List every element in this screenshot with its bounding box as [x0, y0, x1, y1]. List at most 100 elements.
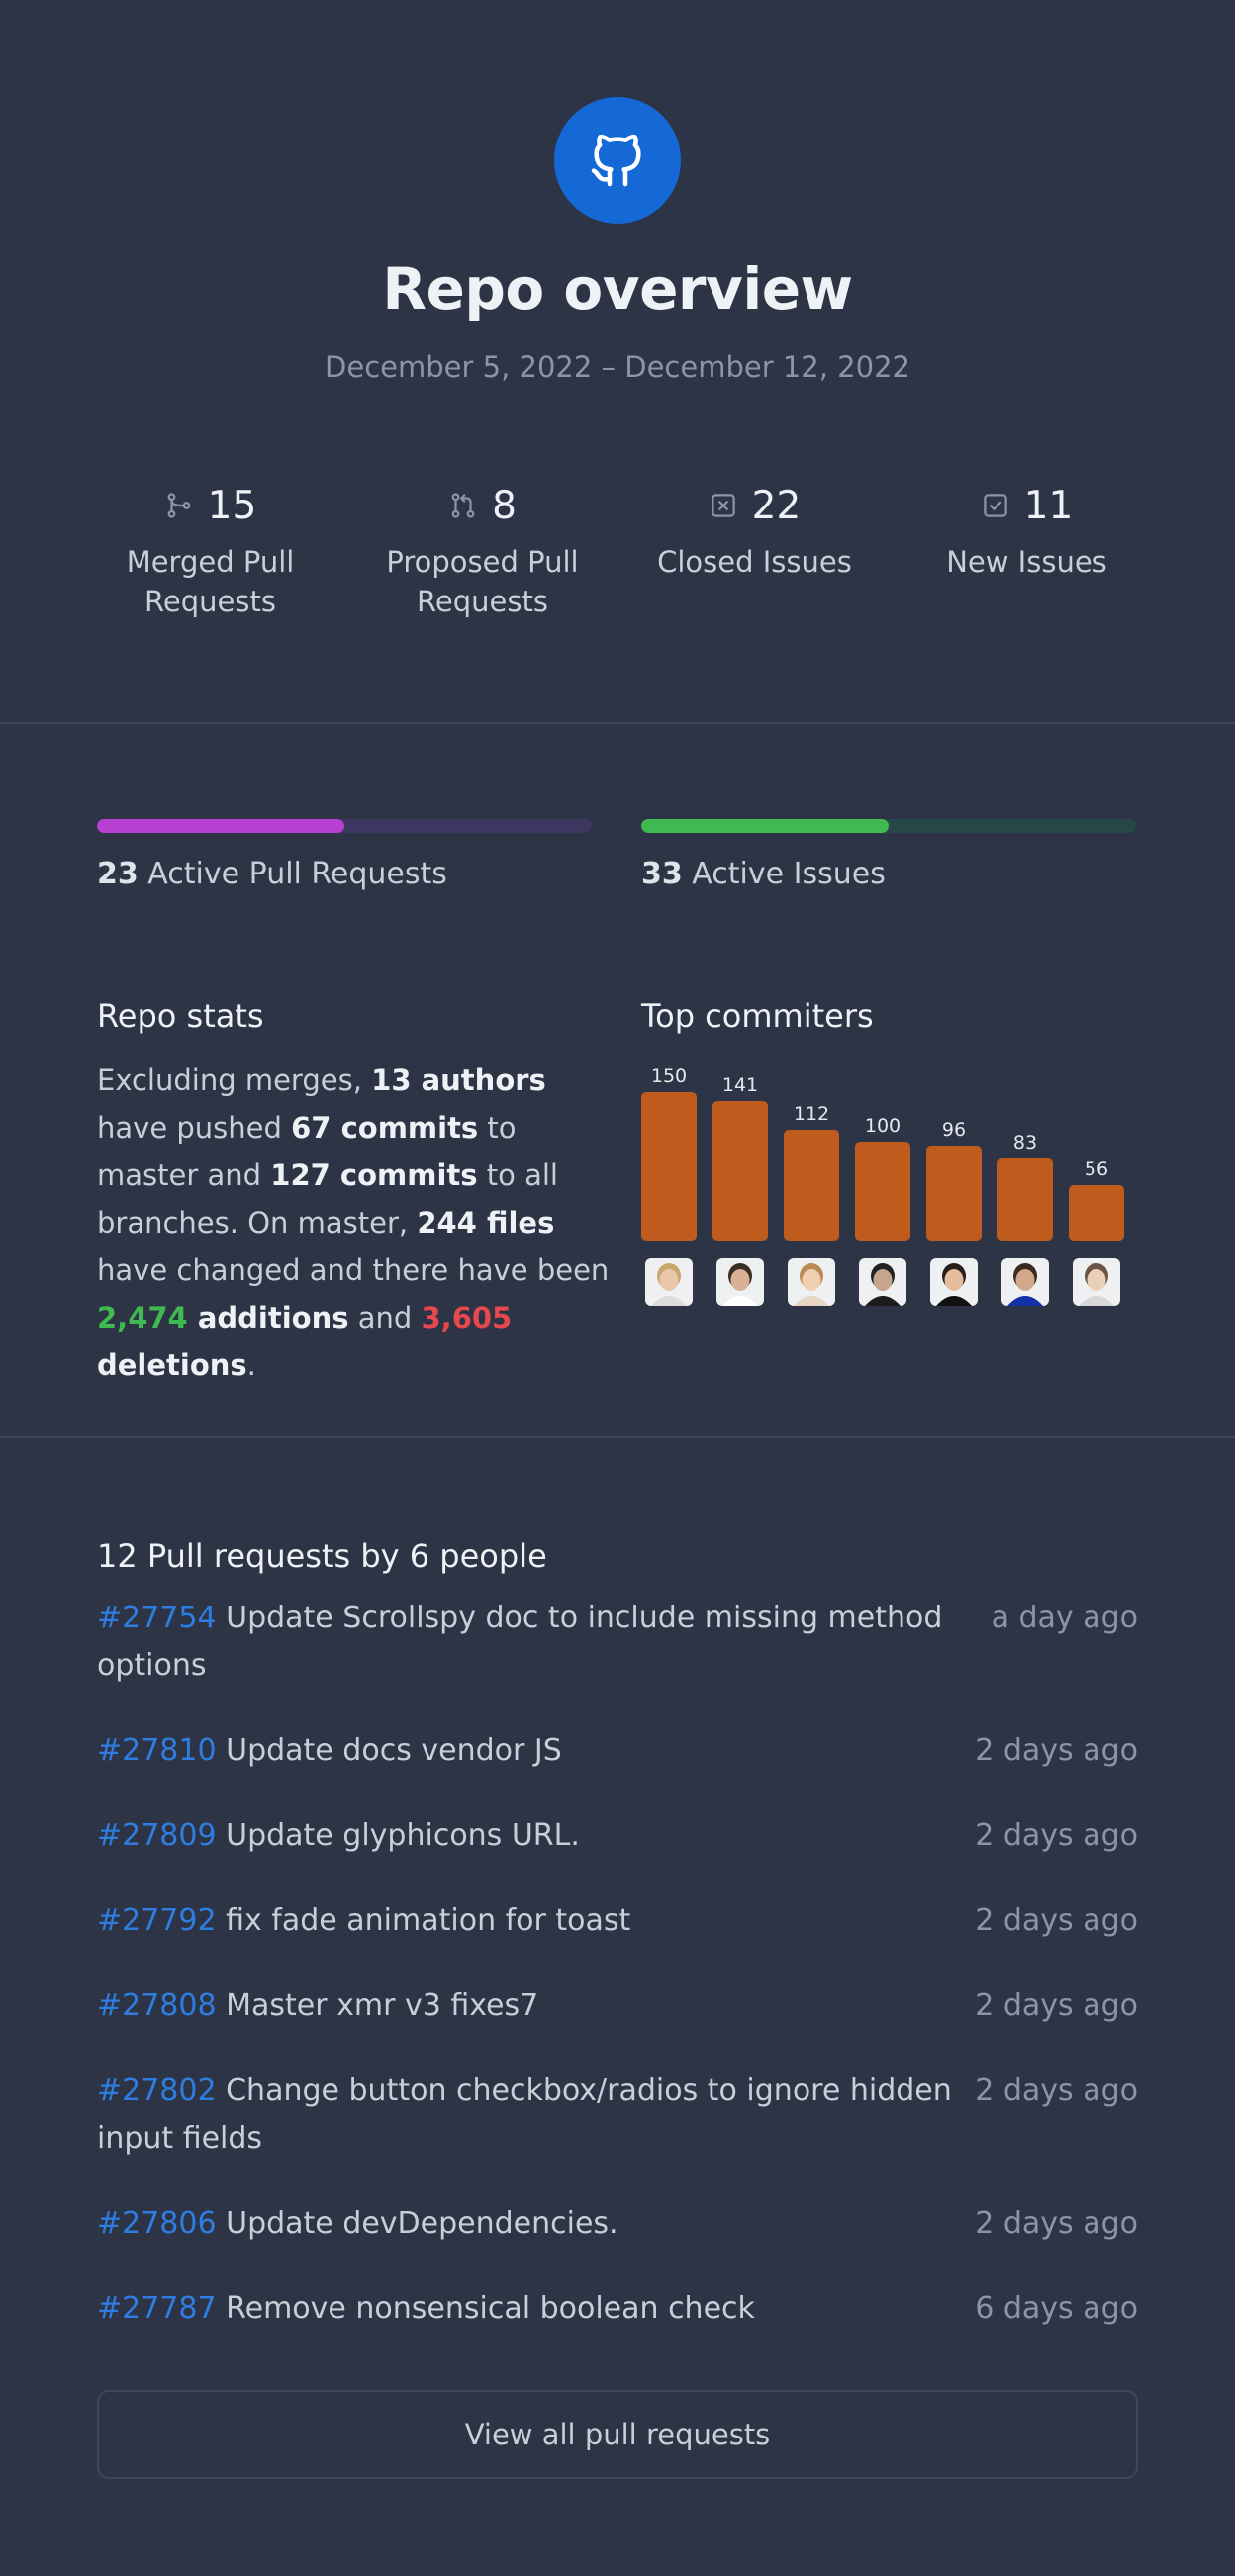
- kpi-value: 8: [492, 483, 517, 528]
- kpi-value: 15: [207, 483, 257, 528]
- kpi-proposed-pull-requests: 8 Proposed Pull Requests: [346, 481, 618, 621]
- pull-request-row: #27808 Master xmr v3 fixes7 2 days ago: [97, 1982, 1138, 2030]
- view-all-pull-requests-button[interactable]: View all pull requests: [97, 2390, 1138, 2479]
- pull-request-text: #27808 Master xmr v3 fixes7: [97, 1982, 975, 2030]
- commiter-bar: [1069, 1185, 1124, 1241]
- pull-request-text: #27809 Update glyphicons URL.: [97, 1812, 975, 1860]
- commiter-bar: [712, 1101, 768, 1241]
- commiters-bar-chart: 150 141 112 100 96 83 56: [641, 1065, 1124, 1306]
- pull-request-text: #27787 Remove nonsensical boolean check: [97, 2285, 975, 2333]
- pull-request-title: Update devDependencies.: [216, 2206, 618, 2241]
- progress-fill: [641, 819, 889, 833]
- commiter-bar: [784, 1130, 839, 1241]
- pull-request-title: Update Scrollspy doc to include missing …: [97, 1601, 943, 1683]
- pull-request-row: #27802 Change button checkbox/radios to …: [97, 2068, 1138, 2162]
- pull-request-link[interactable]: #27754: [97, 1601, 217, 1635]
- merge-icon: [164, 491, 194, 520]
- pull-request-link[interactable]: #27809: [97, 1818, 217, 1853]
- progress-track: [97, 819, 592, 833]
- kpi-value: 11: [1023, 483, 1074, 528]
- repo-stats: Repo stats Excluding merges, 13 authors …: [97, 997, 612, 1389]
- repo-stats-title: Repo stats: [97, 997, 264, 1035]
- kpi-label: Merged Pull Requests: [126, 545, 295, 618]
- avatar: [1001, 1258, 1049, 1306]
- pull-request-text: #27810 Update docs vendor JS: [97, 1727, 975, 1775]
- pull-request-link[interactable]: #27802: [97, 2073, 217, 2108]
- active-pull-requests: 23 Active Pull Requests: [97, 819, 592, 891]
- avatar: [1073, 1258, 1120, 1306]
- bar-value-label: 56: [1085, 1158, 1108, 1180]
- section-divider: [0, 722, 1235, 724]
- pull-request-row: #27787 Remove nonsensical boolean check 6…: [97, 2285, 1138, 2333]
- progress-track: [641, 819, 1136, 833]
- pull-request-text: #27754 Update Scrollspy doc to include m…: [97, 1595, 988, 1690]
- kpi-merged-pull-requests: 15 Merged Pull Requests: [74, 481, 346, 621]
- commiter-bar: [998, 1158, 1053, 1241]
- overview-header: Repo overview December 5, 2022 – Decembe…: [0, 0, 1235, 722]
- top-commiters: Top commiters 150 141 112 100 96 83 56: [641, 997, 1146, 1306]
- pull-request-text: #27792 fix fade animation for toast: [97, 1897, 975, 1945]
- pull-request-link[interactable]: #27808: [97, 1988, 217, 2023]
- bar-value-label: 150: [651, 1065, 687, 1087]
- pull-request-title: Change button checkbox/radios to ignore …: [97, 2073, 952, 2156]
- pull-request-link[interactable]: #27792: [97, 1903, 217, 1938]
- kpi-label: Closed Issues: [657, 545, 852, 579]
- kpi-value: 22: [751, 483, 802, 528]
- page-title: Repo overview: [382, 255, 853, 322]
- commiter-bar: [926, 1146, 982, 1241]
- progress-label: 23 Active Pull Requests: [97, 857, 447, 891]
- pull-request-text: #27802 Change button checkbox/radios to …: [97, 2068, 975, 2162]
- kpi-closed-issues: 22 Closed Issues: [618, 481, 891, 621]
- pull-request-list: 12 Pull requests by 6 people #27754 Upda…: [97, 1537, 1138, 2333]
- top-commiters-title: Top commiters: [641, 997, 874, 1035]
- bar-value-label: 141: [722, 1074, 758, 1096]
- repo-stats-text: Excluding merges, 13 authors have pushed…: [97, 1063, 610, 1382]
- progress-label: 33 Active Issues: [641, 857, 886, 891]
- pull-request-row: #27806 Update devDependencies. 2 days ago: [97, 2200, 1138, 2248]
- pull-request-title: Update glyphicons URL.: [216, 1818, 580, 1853]
- avatar: [930, 1258, 978, 1306]
- pull-request-title: fix fade animation for toast: [216, 1903, 631, 1938]
- pull-request-row: #27792 fix fade animation for toast 2 day…: [97, 1897, 1138, 1945]
- pull-request-title: Update docs vendor JS: [216, 1733, 562, 1768]
- bar-value-label: 100: [865, 1115, 901, 1137]
- pull-request-time: 2 days ago: [975, 1733, 1138, 1768]
- kpi-new-issues: 11 New Issues: [891, 481, 1163, 621]
- avatar: [788, 1258, 835, 1306]
- pull-request-title: Remove nonsensical boolean check: [216, 2291, 755, 2326]
- pull-request-time: 2 days ago: [975, 2206, 1138, 2241]
- pull-request-link[interactable]: #27787: [97, 2291, 217, 2326]
- pull-request-row: #27754 Update Scrollspy doc to include m…: [97, 1595, 1138, 1690]
- avatar: [716, 1258, 764, 1306]
- section-divider: [0, 1436, 1235, 1438]
- date-range: December 5, 2022 – December 12, 2022: [325, 350, 910, 384]
- kpi-label: Proposed Pull Requests: [386, 545, 579, 618]
- commiter-bar: [641, 1092, 697, 1241]
- pull-requests-title: 12 Pull requests by 6 people: [97, 1537, 547, 1575]
- github-icon: [554, 97, 681, 224]
- pull-request-time: 2 days ago: [975, 1903, 1138, 1938]
- avatar: [645, 1258, 693, 1306]
- progress-fill: [97, 819, 344, 833]
- closed-issue-icon: [709, 491, 738, 520]
- pull-request-link[interactable]: #27810: [97, 1733, 217, 1768]
- kpi-row: 15 Merged Pull Requests 8 Proposed Pull …: [74, 481, 1163, 621]
- bar-value-label: 112: [794, 1103, 829, 1125]
- pull-request-time: a day ago: [991, 1601, 1138, 1635]
- pull-request-time: 2 days ago: [975, 1988, 1138, 2023]
- pull-request-text: #27806 Update devDependencies.: [97, 2200, 975, 2248]
- pull-request-row: #27809 Update glyphicons URL. 2 days ago: [97, 1812, 1138, 1860]
- pull-request-time: 2 days ago: [975, 2073, 1138, 2108]
- kpi-label: New Issues: [946, 545, 1107, 579]
- bar-value-label: 83: [1013, 1132, 1037, 1153]
- pull-request-time: 6 days ago: [975, 2291, 1138, 2326]
- commiter-bar: [855, 1142, 910, 1241]
- pull-request-icon: [448, 491, 478, 520]
- pull-request-time: 2 days ago: [975, 1818, 1138, 1853]
- avatar: [859, 1258, 906, 1306]
- active-issues: 33 Active Issues: [641, 819, 1136, 891]
- pull-request-link[interactable]: #27806: [97, 2206, 217, 2241]
- new-issue-icon: [981, 491, 1010, 520]
- pull-request-title: Master xmr v3 fixes7: [216, 1988, 539, 2023]
